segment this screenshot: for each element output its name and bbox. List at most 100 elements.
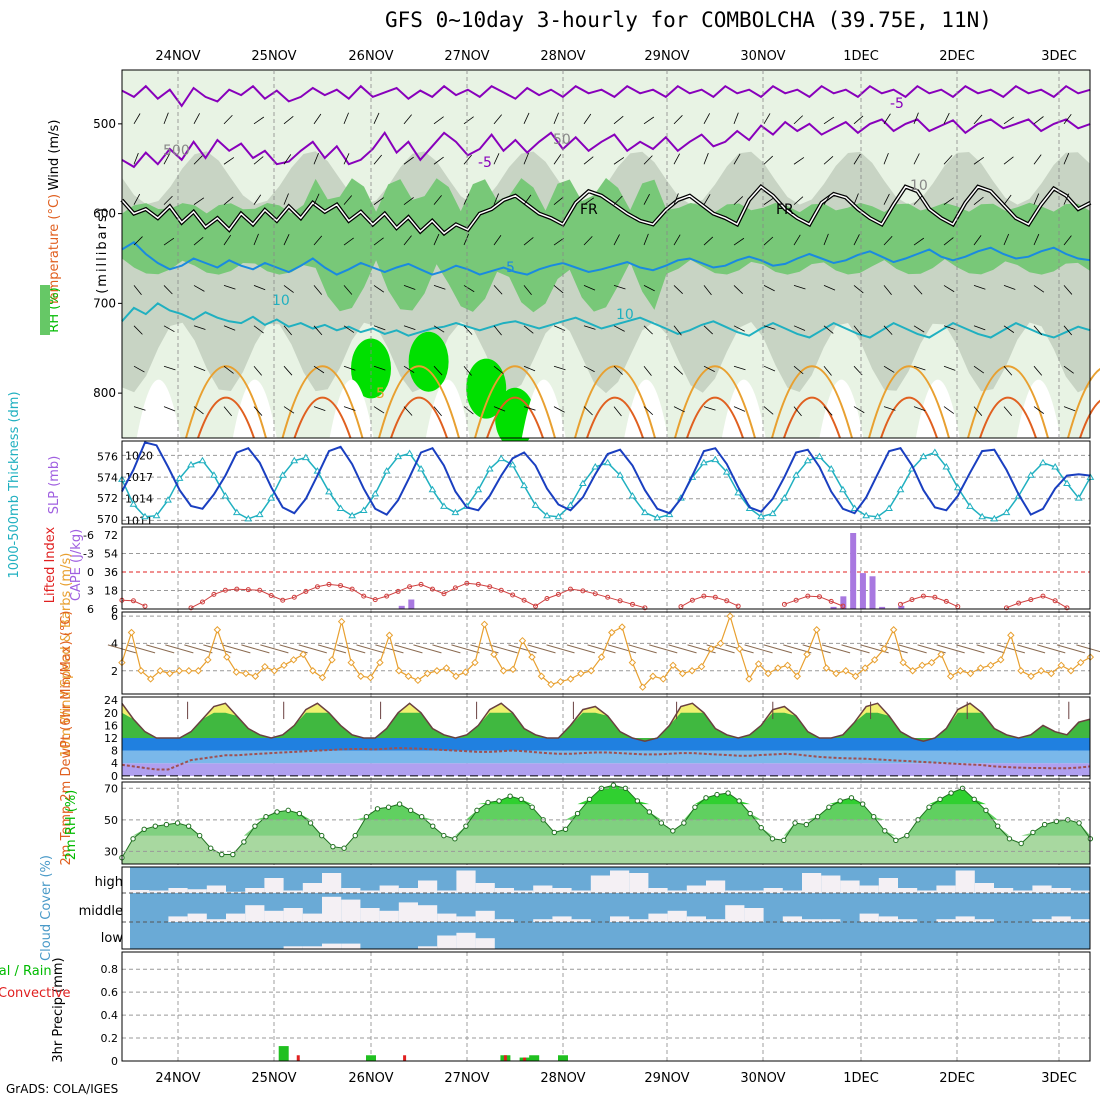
thickness-point (566, 501, 575, 508)
wind-barb (1063, 153, 1070, 165)
wind-barb (373, 112, 380, 125)
wind-barb (823, 406, 833, 416)
wind-barb (493, 325, 502, 336)
wind-barb-10m (489, 644, 518, 654)
wind-speed-point (956, 667, 965, 675)
thickness-point (1026, 471, 1035, 478)
slp-ylabel: SLP (mb) (47, 456, 62, 515)
wind-speed-point (299, 650, 307, 659)
wind-speed-point (395, 667, 403, 675)
wind-speed-point (166, 669, 174, 678)
wind-barb (343, 406, 356, 411)
wind-barb (1033, 193, 1040, 205)
wind-barb (373, 197, 384, 205)
wind-speed-point (433, 667, 441, 675)
lifted-index-point (712, 594, 718, 600)
cloud-cell (1032, 885, 1052, 893)
wind-barb (373, 237, 384, 246)
wind-barb-10m (976, 644, 1005, 654)
wind-barb (733, 237, 745, 246)
wind-barb (163, 237, 175, 246)
lifted-index-point (475, 581, 481, 587)
wind-barb-10m (107, 644, 137, 654)
cape-bar (830, 606, 837, 609)
isotherm-freezing (121, 185, 1091, 235)
precip-tick-label: 0.4 (101, 1009, 119, 1022)
wind-speed-point (937, 650, 945, 659)
rh-blob-3 (408, 331, 449, 392)
rh-point (307, 820, 314, 826)
wind-barb (523, 285, 532, 295)
wind-barb (163, 365, 176, 371)
wind-barb-10m (841, 644, 870, 654)
wind-barb (763, 197, 775, 205)
precip-total-bar (519, 1057, 530, 1061)
lifted-index-point (678, 604, 684, 610)
wind-speed-point (577, 669, 585, 678)
wind-barb (673, 193, 679, 205)
wind-speed-point (366, 673, 375, 682)
wind-barb-10m (394, 644, 423, 654)
contour-label: 10 (272, 293, 290, 309)
wind-barb-10m (783, 644, 812, 654)
cloud-cell (667, 890, 687, 893)
rh-point (296, 810, 303, 817)
rh-area (121, 785, 1091, 864)
wind-barb (1033, 365, 1043, 376)
wind-barb (793, 234, 801, 246)
cloud-cell (686, 885, 706, 893)
thickness-point (699, 458, 708, 466)
thickness-point (850, 504, 859, 511)
rh-point (871, 813, 877, 820)
wind-barb (763, 285, 775, 292)
cloud-cell (802, 873, 822, 893)
rh-blob-2 (495, 387, 535, 448)
precip-tick-label: 0.2 (101, 1032, 119, 1045)
wind-barb (943, 197, 955, 205)
temp-line (121, 702, 1091, 742)
isotherm-warm-5 (674, 365, 756, 439)
panel-bg (122, 697, 1090, 779)
wind-speed-point (678, 669, 687, 678)
rh-point (622, 785, 629, 792)
wind-speed-point (537, 672, 546, 680)
wind-barb (463, 406, 474, 415)
cloud-cell (302, 946, 322, 949)
wind-speed-point (309, 667, 317, 675)
cloud-cell (840, 880, 860, 893)
rh-blob-0 (351, 338, 391, 399)
cloud-cell (456, 870, 476, 893)
wind-speed-point (851, 672, 860, 680)
thickness-point (210, 471, 218, 478)
lifted-index-line (121, 599, 146, 607)
wind-barb (613, 157, 625, 165)
lifted-tick-label: 0 (87, 566, 94, 579)
wind-barb (283, 193, 289, 205)
wind-speed-point (223, 653, 231, 661)
wind-speed-point (118, 658, 126, 667)
rh-point (419, 813, 425, 820)
wind-barb (313, 285, 323, 295)
precip-tick-label: 0 (111, 1055, 118, 1068)
wind-barb (343, 195, 353, 205)
lowlevel-cell-0 (136, 379, 181, 438)
date-label-top: 30NOV (740, 49, 785, 64)
wind-barb (523, 237, 534, 246)
slp-tick-label: 1011 (125, 514, 153, 527)
wind-barb (553, 112, 559, 125)
wind-barb (613, 406, 622, 417)
wind-barb (643, 116, 655, 125)
cloud-cell (821, 919, 841, 922)
rh-point (703, 795, 709, 801)
wind-barb (583, 236, 593, 246)
cloud-cell (552, 916, 572, 922)
wind-barb (553, 285, 564, 294)
lifted-index-point (234, 586, 240, 592)
wind-barb (433, 325, 445, 333)
temp-tick-label: 20 (104, 707, 118, 720)
date-label-bottom: 30NOV (740, 1071, 785, 1086)
rh-level-fill (121, 785, 1091, 820)
rh-point (747, 810, 753, 817)
cloud-cell (859, 885, 879, 893)
run-total: Run Total = 0.31 (980, 953, 1088, 968)
